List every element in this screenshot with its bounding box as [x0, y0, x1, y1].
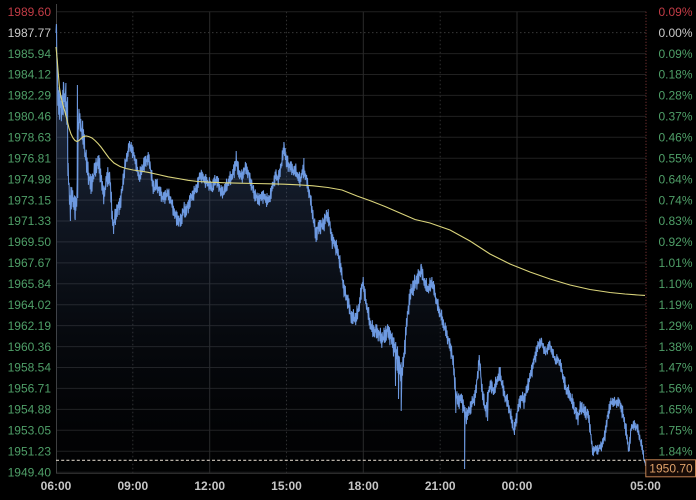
svg-text:1958.54: 1958.54 — [8, 361, 52, 375]
svg-text:15:00: 15:00 — [271, 479, 302, 493]
svg-text:0.46%: 0.46% — [658, 131, 692, 145]
svg-text:1978.63: 1978.63 — [8, 131, 52, 145]
svg-text:0.09%: 0.09% — [658, 47, 692, 61]
svg-text:0.74%: 0.74% — [658, 193, 692, 207]
svg-text:0.64%: 0.64% — [658, 172, 692, 186]
svg-text:1953.05: 1953.05 — [8, 424, 52, 438]
svg-text:1976.81: 1976.81 — [8, 151, 52, 165]
svg-text:1982.29: 1982.29 — [8, 89, 52, 103]
svg-text:06:00: 06:00 — [41, 479, 72, 493]
svg-text:1984.12: 1984.12 — [8, 68, 52, 82]
svg-text:0.92%: 0.92% — [658, 235, 692, 249]
svg-text:1.75%: 1.75% — [658, 424, 692, 438]
svg-text:0.09%: 0.09% — [658, 5, 692, 19]
svg-text:00:00: 00:00 — [502, 479, 533, 493]
svg-text:1974.98: 1974.98 — [8, 172, 52, 186]
svg-text:1.10%: 1.10% — [658, 277, 692, 291]
svg-text:1.38%: 1.38% — [658, 340, 692, 354]
svg-text:1954.88: 1954.88 — [8, 403, 52, 417]
svg-text:1967.67: 1967.67 — [8, 256, 52, 270]
svg-text:1.19%: 1.19% — [658, 298, 692, 312]
svg-text:05:00: 05:00 — [630, 479, 661, 493]
svg-text:12:00: 12:00 — [194, 479, 225, 493]
svg-text:21:00: 21:00 — [425, 479, 456, 493]
svg-text:1949.40: 1949.40 — [8, 465, 52, 479]
svg-text:18:00: 18:00 — [348, 479, 379, 493]
svg-text:1956.71: 1956.71 — [8, 382, 52, 396]
svg-text:1989.60: 1989.60 — [8, 5, 52, 19]
svg-text:1951.23: 1951.23 — [8, 444, 52, 458]
svg-text:0.00%: 0.00% — [658, 26, 692, 40]
svg-text:1969.50: 1969.50 — [8, 235, 52, 249]
svg-text:1971.33: 1971.33 — [8, 214, 52, 228]
svg-text:0.83%: 0.83% — [658, 214, 692, 228]
svg-text:0.55%: 0.55% — [658, 151, 692, 165]
svg-text:1950.70: 1950.70 — [649, 462, 693, 476]
svg-text:1.29%: 1.29% — [658, 319, 692, 333]
svg-text:0.37%: 0.37% — [658, 110, 692, 124]
svg-text:1.01%: 1.01% — [658, 256, 692, 270]
svg-text:1973.15: 1973.15 — [8, 193, 52, 207]
svg-text:1980.46: 1980.46 — [8, 110, 52, 124]
svg-text:1962.19: 1962.19 — [8, 319, 52, 333]
svg-text:1985.94: 1985.94 — [8, 47, 52, 61]
svg-text:09:00: 09:00 — [117, 479, 148, 493]
svg-text:1965.84: 1965.84 — [8, 277, 52, 291]
svg-text:0.28%: 0.28% — [658, 89, 692, 103]
svg-text:1.56%: 1.56% — [658, 382, 692, 396]
svg-text:1960.36: 1960.36 — [8, 340, 52, 354]
svg-text:1.84%: 1.84% — [658, 444, 692, 458]
svg-text:1.47%: 1.47% — [658, 361, 692, 375]
svg-text:1987.77: 1987.77 — [8, 26, 52, 40]
svg-text:1964.02: 1964.02 — [8, 298, 52, 312]
svg-text:0.18%: 0.18% — [658, 68, 692, 82]
svg-text:1.65%: 1.65% — [658, 403, 692, 417]
